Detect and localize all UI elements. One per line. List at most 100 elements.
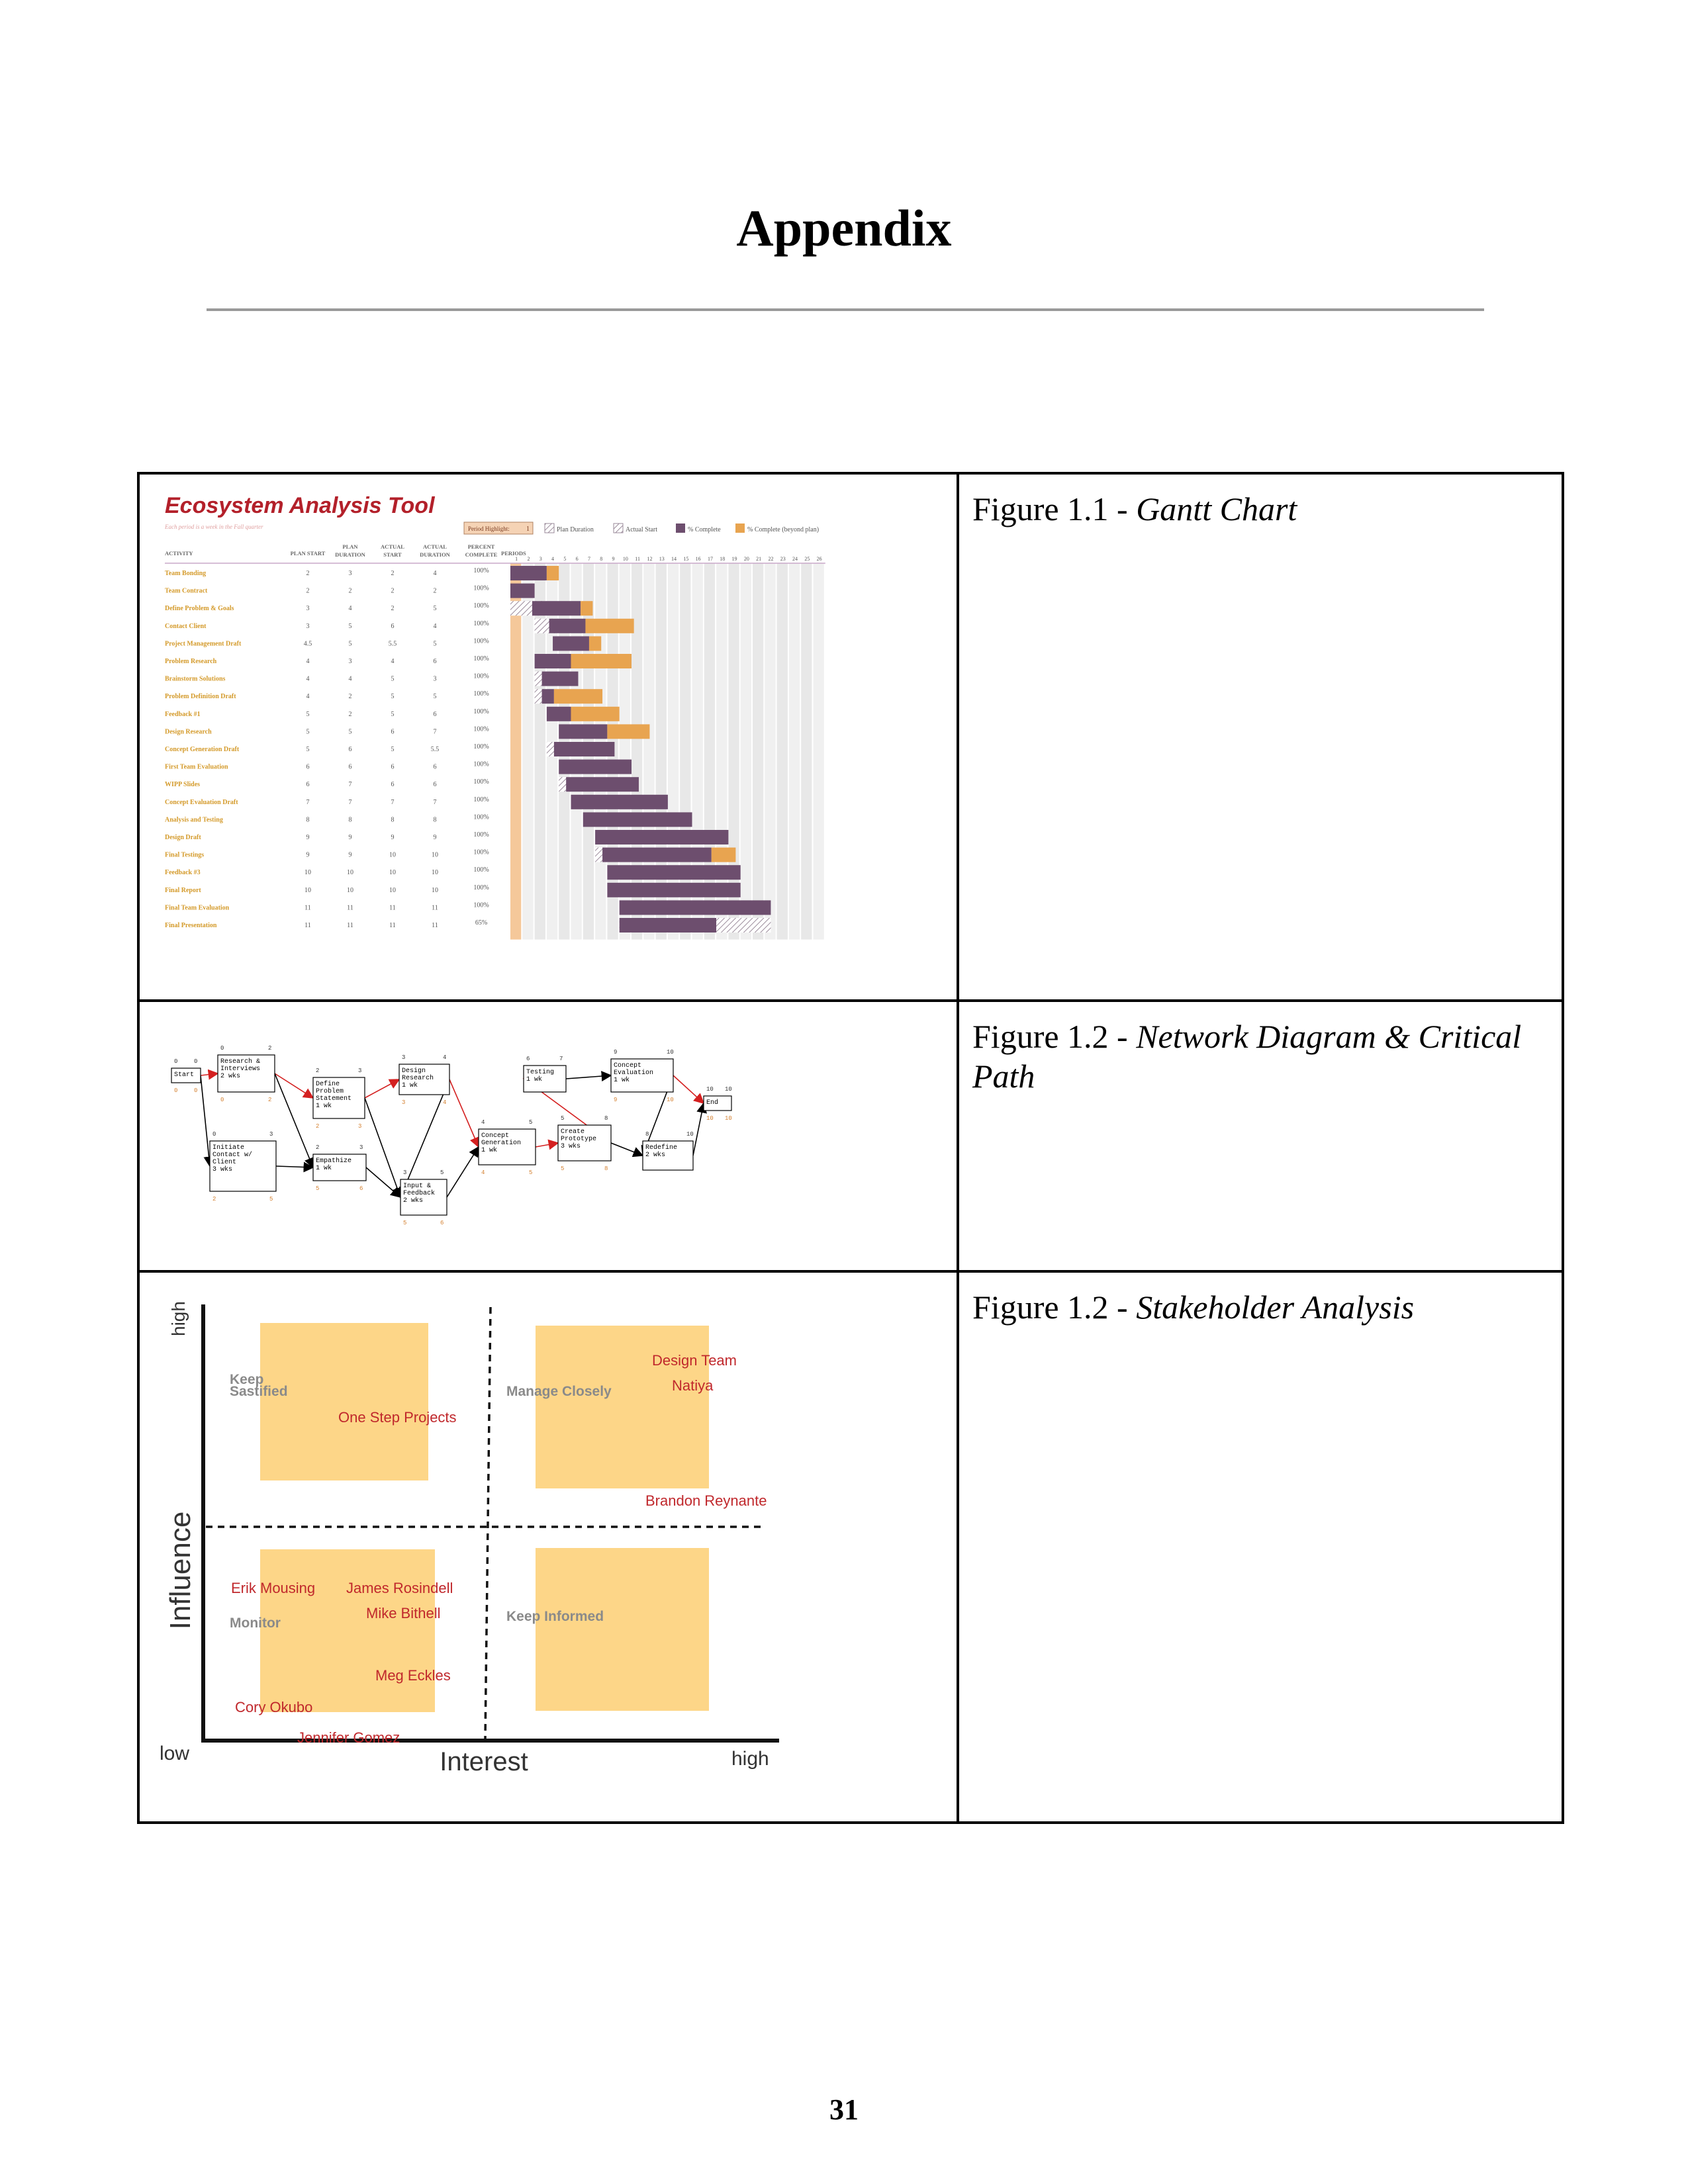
bar-beyond-plan bbox=[588, 636, 602, 651]
bar-beyond-plan bbox=[581, 601, 593, 616]
bar-complete bbox=[559, 759, 632, 774]
node-label: Input & bbox=[403, 1183, 431, 1190]
activity-value: 8 bbox=[434, 816, 437, 823]
activity-value: 7 bbox=[434, 728, 437, 735]
period-tick: 19 bbox=[732, 556, 737, 562]
node-label: 1 wk bbox=[316, 1164, 332, 1172]
network-edge bbox=[565, 1071, 612, 1082]
network-edge bbox=[692, 1102, 707, 1156]
period-column bbox=[510, 563, 522, 940]
activity-value: 11 bbox=[347, 904, 353, 911]
activity-value: 10 bbox=[389, 869, 396, 876]
bar-beyond-plan bbox=[585, 618, 634, 633]
activity-value: 5 bbox=[349, 728, 352, 735]
gantt-header: PERCENT bbox=[468, 543, 495, 550]
period-column bbox=[692, 563, 703, 940]
node-late-start: 5 bbox=[561, 1165, 564, 1172]
period-tick: 8 bbox=[600, 556, 602, 562]
caption-cell-2: Figure 1.2 - Network Diagram & Critical … bbox=[957, 999, 1564, 1273]
period-column bbox=[655, 563, 667, 940]
node-label: Generation bbox=[481, 1139, 521, 1147]
quadrant-label: Keep Informed bbox=[506, 1609, 604, 1624]
caption-cell-1: Figure 1.1 - Gantt Chart bbox=[957, 472, 1564, 1002]
period-highlight-box bbox=[463, 522, 534, 535]
figure-title-1: Gantt Chart bbox=[1136, 490, 1297, 527]
period-tick: 18 bbox=[720, 556, 725, 562]
gantt-header: START bbox=[383, 551, 402, 558]
node-box bbox=[703, 1095, 732, 1111]
activity-value: 5.5 bbox=[389, 640, 397, 647]
activity-name: Brainstorm Solutions bbox=[165, 676, 226, 683]
node-late-start: 0 bbox=[174, 1087, 177, 1094]
activity-value: 5 bbox=[306, 711, 310, 718]
activity-value: 8 bbox=[391, 816, 395, 823]
quadrant-label: Keep bbox=[230, 1372, 263, 1387]
activity-value: 6 bbox=[434, 764, 437, 771]
node-late-start: 9 bbox=[614, 1097, 617, 1103]
stakeholder-name: Design Team bbox=[652, 1352, 737, 1369]
bar-complete bbox=[553, 636, 589, 651]
node-late-start: 10 bbox=[706, 1115, 714, 1122]
node-late-finish: 6 bbox=[359, 1185, 363, 1192]
activity-value: 2 bbox=[306, 588, 310, 595]
activity-value: 6 bbox=[349, 764, 352, 771]
activity-name: Problem Research bbox=[165, 658, 217, 665]
percent-complete: 100% bbox=[473, 673, 489, 680]
node-label: Statement bbox=[316, 1095, 352, 1103]
legend-label: Actual Start bbox=[626, 526, 657, 533]
period-tick: 2 bbox=[527, 556, 530, 562]
network-edge bbox=[200, 1069, 219, 1080]
node-label: 3 wks bbox=[561, 1142, 581, 1150]
bar-beyond-plan bbox=[571, 654, 632, 668]
activity-value: 2 bbox=[349, 693, 352, 700]
node-late-finish: 10 bbox=[667, 1097, 674, 1103]
network-edge bbox=[673, 1075, 705, 1105]
activity-value: 6 bbox=[306, 764, 310, 771]
node-label: Concept bbox=[614, 1062, 641, 1069]
bar-complete bbox=[534, 654, 571, 668]
node-early-start: 6 bbox=[526, 1056, 530, 1062]
bar-complete bbox=[546, 706, 571, 721]
percent-complete: 100% bbox=[473, 884, 489, 891]
activity-name: Project Management Draft bbox=[165, 640, 242, 647]
quadrant-box bbox=[260, 1549, 435, 1712]
node-label: Initiate bbox=[212, 1144, 244, 1152]
node-early-start: 8 bbox=[645, 1131, 649, 1138]
stakeholder-name: Cory Okubo bbox=[235, 1699, 312, 1715]
bar-beyond-plan bbox=[546, 566, 559, 580]
activity-name: Define Problem & Goals bbox=[165, 605, 234, 612]
activity-value: 10 bbox=[389, 887, 396, 894]
activity-value: 5.5 bbox=[431, 746, 440, 753]
period-column bbox=[813, 563, 824, 940]
activity-value: 2 bbox=[349, 711, 352, 718]
period-tick: 17 bbox=[708, 556, 713, 562]
activity-value: 11 bbox=[305, 922, 311, 929]
activity-value: 4 bbox=[434, 570, 437, 577]
node-late-start: 2 bbox=[316, 1123, 319, 1130]
node-label: Contact w/ bbox=[212, 1151, 252, 1159]
node-early-start: 0 bbox=[174, 1058, 177, 1065]
activity-name: Feedback #1 bbox=[165, 711, 201, 718]
activity-value: 11 bbox=[305, 904, 311, 911]
bar-complete bbox=[607, 882, 741, 897]
activity-value: 11 bbox=[432, 922, 438, 929]
activity-value: 11 bbox=[347, 922, 353, 929]
period-tick: 21 bbox=[756, 556, 761, 562]
bar-remaining-hatch bbox=[716, 918, 771, 933]
node-box bbox=[209, 1140, 277, 1192]
period-tick: 26 bbox=[817, 556, 822, 562]
period-tick: 15 bbox=[683, 556, 688, 562]
node-label: Concept bbox=[481, 1132, 509, 1140]
node-label: Redefine bbox=[645, 1144, 677, 1152]
node-label: Prototype bbox=[561, 1136, 596, 1143]
figure-label-3: Figure 1.2 - bbox=[972, 1289, 1137, 1326]
percent-complete: 100% bbox=[473, 620, 489, 627]
node-box bbox=[557, 1124, 612, 1161]
node-late-finish: 2 bbox=[268, 1097, 271, 1103]
figure-title-3: Stakeholder Analysis bbox=[1136, 1289, 1415, 1326]
activity-value: 8 bbox=[306, 816, 310, 823]
activity-value: 6 bbox=[434, 781, 437, 788]
